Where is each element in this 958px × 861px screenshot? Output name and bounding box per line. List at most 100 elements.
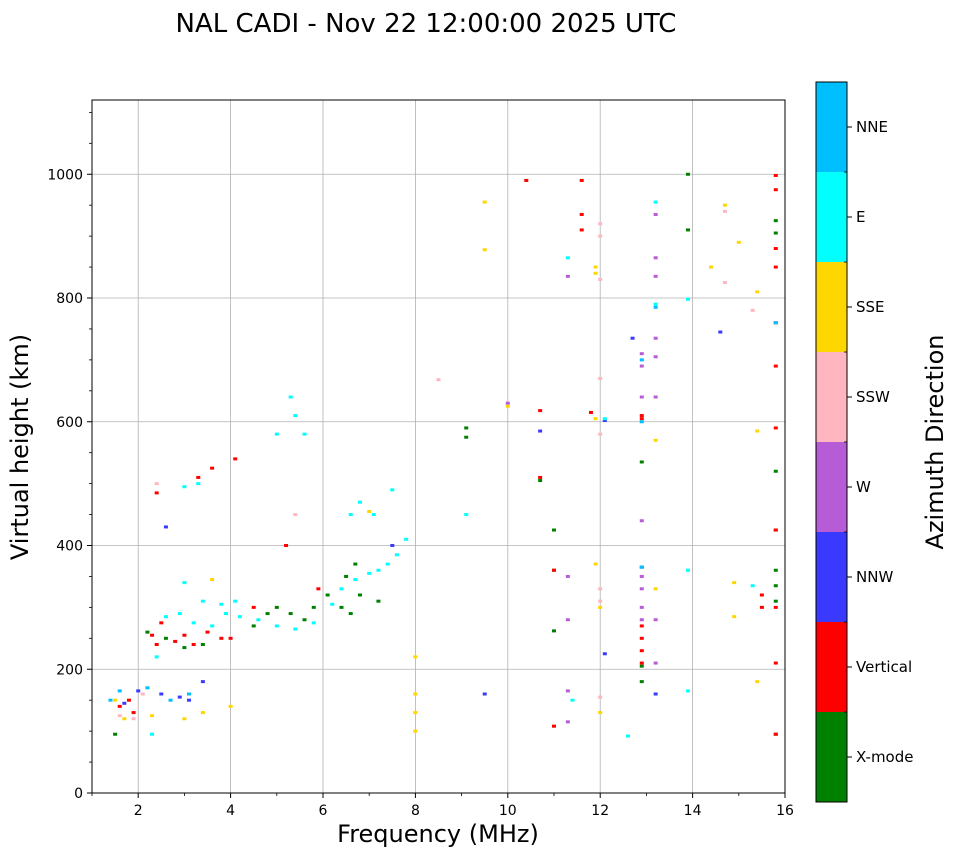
data-point-vertical	[773, 528, 778, 532]
data-point-sse	[722, 203, 727, 207]
data-point-x-mode	[339, 605, 344, 609]
data-point-ssw	[154, 482, 159, 486]
data-point-w	[639, 395, 644, 399]
data-point-e	[653, 302, 658, 306]
data-point-e	[163, 615, 168, 619]
data-point-vertical	[639, 414, 644, 418]
data-point-w	[653, 661, 658, 665]
data-point-vertical	[210, 466, 215, 470]
data-point-sse	[598, 711, 603, 715]
data-point-vertical	[588, 410, 593, 414]
data-point-e	[274, 432, 279, 436]
data-point-w	[639, 574, 644, 578]
data-point-x-mode	[464, 435, 469, 439]
data-point-x-mode	[685, 228, 690, 232]
data-point-vertical	[579, 212, 584, 216]
y-axis-ticks: 0 200 400 600 800 1000	[47, 111, 92, 802]
data-point-sse	[593, 417, 598, 421]
data-point-nnw	[187, 698, 192, 702]
data-points	[108, 172, 778, 738]
data-point-nne	[168, 698, 173, 702]
data-point-vertical	[173, 639, 178, 643]
data-point-ssw	[598, 277, 603, 281]
y-tick-label: 0	[74, 786, 83, 802]
x-axis-label: Frequency (MHz)	[337, 820, 539, 848]
data-point-e	[330, 602, 335, 606]
data-point-vertical	[154, 491, 159, 495]
data-point-x-mode	[773, 584, 778, 588]
data-point-sse	[200, 711, 205, 715]
data-point-e	[376, 568, 381, 572]
data-point-e	[404, 537, 409, 541]
data-point-x-mode	[145, 630, 150, 634]
data-point-vertical	[117, 704, 122, 708]
data-point-x-mode	[639, 460, 644, 464]
data-point-vertical	[205, 630, 210, 634]
data-point-e	[570, 698, 575, 702]
data-point-e	[274, 624, 279, 628]
data-point-w	[653, 395, 658, 399]
data-point-vertical	[773, 364, 778, 368]
data-point-vertical	[228, 636, 233, 640]
data-point-x-mode	[344, 574, 349, 578]
data-point-e	[223, 612, 228, 616]
data-point-sse	[653, 587, 658, 591]
colorbar-segment	[816, 262, 847, 352]
data-point-sse	[755, 429, 760, 433]
colorbar-tick-label: X-mode	[856, 748, 913, 766]
data-point-e	[191, 621, 196, 625]
data-point-x-mode	[274, 605, 279, 609]
data-point-vertical	[552, 568, 556, 572]
data-point-nnw	[163, 525, 168, 529]
data-point-vertical	[639, 649, 644, 653]
data-point-x-mode	[311, 605, 316, 609]
data-point-nne	[108, 698, 113, 702]
data-point-e	[685, 297, 690, 301]
data-point-vertical	[284, 544, 289, 547]
data-point-x-mode	[773, 599, 778, 603]
data-point-vertical	[159, 621, 164, 625]
data-point-vertical	[773, 605, 778, 609]
data-point-nne	[653, 305, 658, 309]
data-point-e	[219, 602, 224, 606]
data-point-e	[390, 488, 395, 492]
data-point-sse	[150, 714, 155, 718]
y-tick-label: 200	[56, 662, 83, 678]
data-point-vertical	[538, 409, 543, 413]
data-point-x-mode	[773, 219, 778, 223]
data-point-w	[565, 689, 570, 693]
data-point-sse	[653, 438, 658, 442]
data-point-w	[639, 352, 644, 356]
data-point-x-mode	[376, 599, 381, 603]
data-point-e	[353, 578, 358, 582]
data-point-ssw	[750, 308, 755, 312]
data-point-w	[653, 274, 658, 278]
data-point-nne	[639, 420, 644, 424]
data-point-sse	[593, 562, 598, 566]
data-point-e	[394, 553, 399, 557]
data-point-nnw	[159, 692, 164, 696]
colorbar-tick-label: SSE	[856, 298, 885, 316]
x-axis-ticks: 2 4 6 8 10 12 14 16	[91, 793, 794, 819]
data-point-e	[256, 618, 261, 622]
data-point-ssw	[598, 222, 603, 226]
data-point-sse	[367, 509, 372, 513]
data-point-e	[653, 200, 658, 204]
data-point-sse	[228, 704, 233, 708]
data-point-sse	[413, 692, 418, 696]
data-point-e	[177, 612, 182, 616]
x-tick-label: 16	[776, 803, 794, 819]
data-point-e	[357, 500, 362, 504]
x-tick-label: 4	[226, 803, 235, 819]
data-point-e	[293, 627, 298, 631]
colorbar-tick-label: SSW	[856, 388, 890, 406]
data-point-ssw	[722, 209, 727, 213]
data-point-w	[639, 364, 644, 368]
data-point-e	[625, 734, 630, 738]
data-point-nnw	[653, 692, 658, 696]
data-point-x-mode	[113, 732, 118, 736]
x-tick-label: 6	[319, 803, 328, 819]
data-point-x-mode	[163, 636, 168, 640]
colorbar-segment	[816, 712, 847, 802]
data-point-ssw	[598, 599, 603, 603]
